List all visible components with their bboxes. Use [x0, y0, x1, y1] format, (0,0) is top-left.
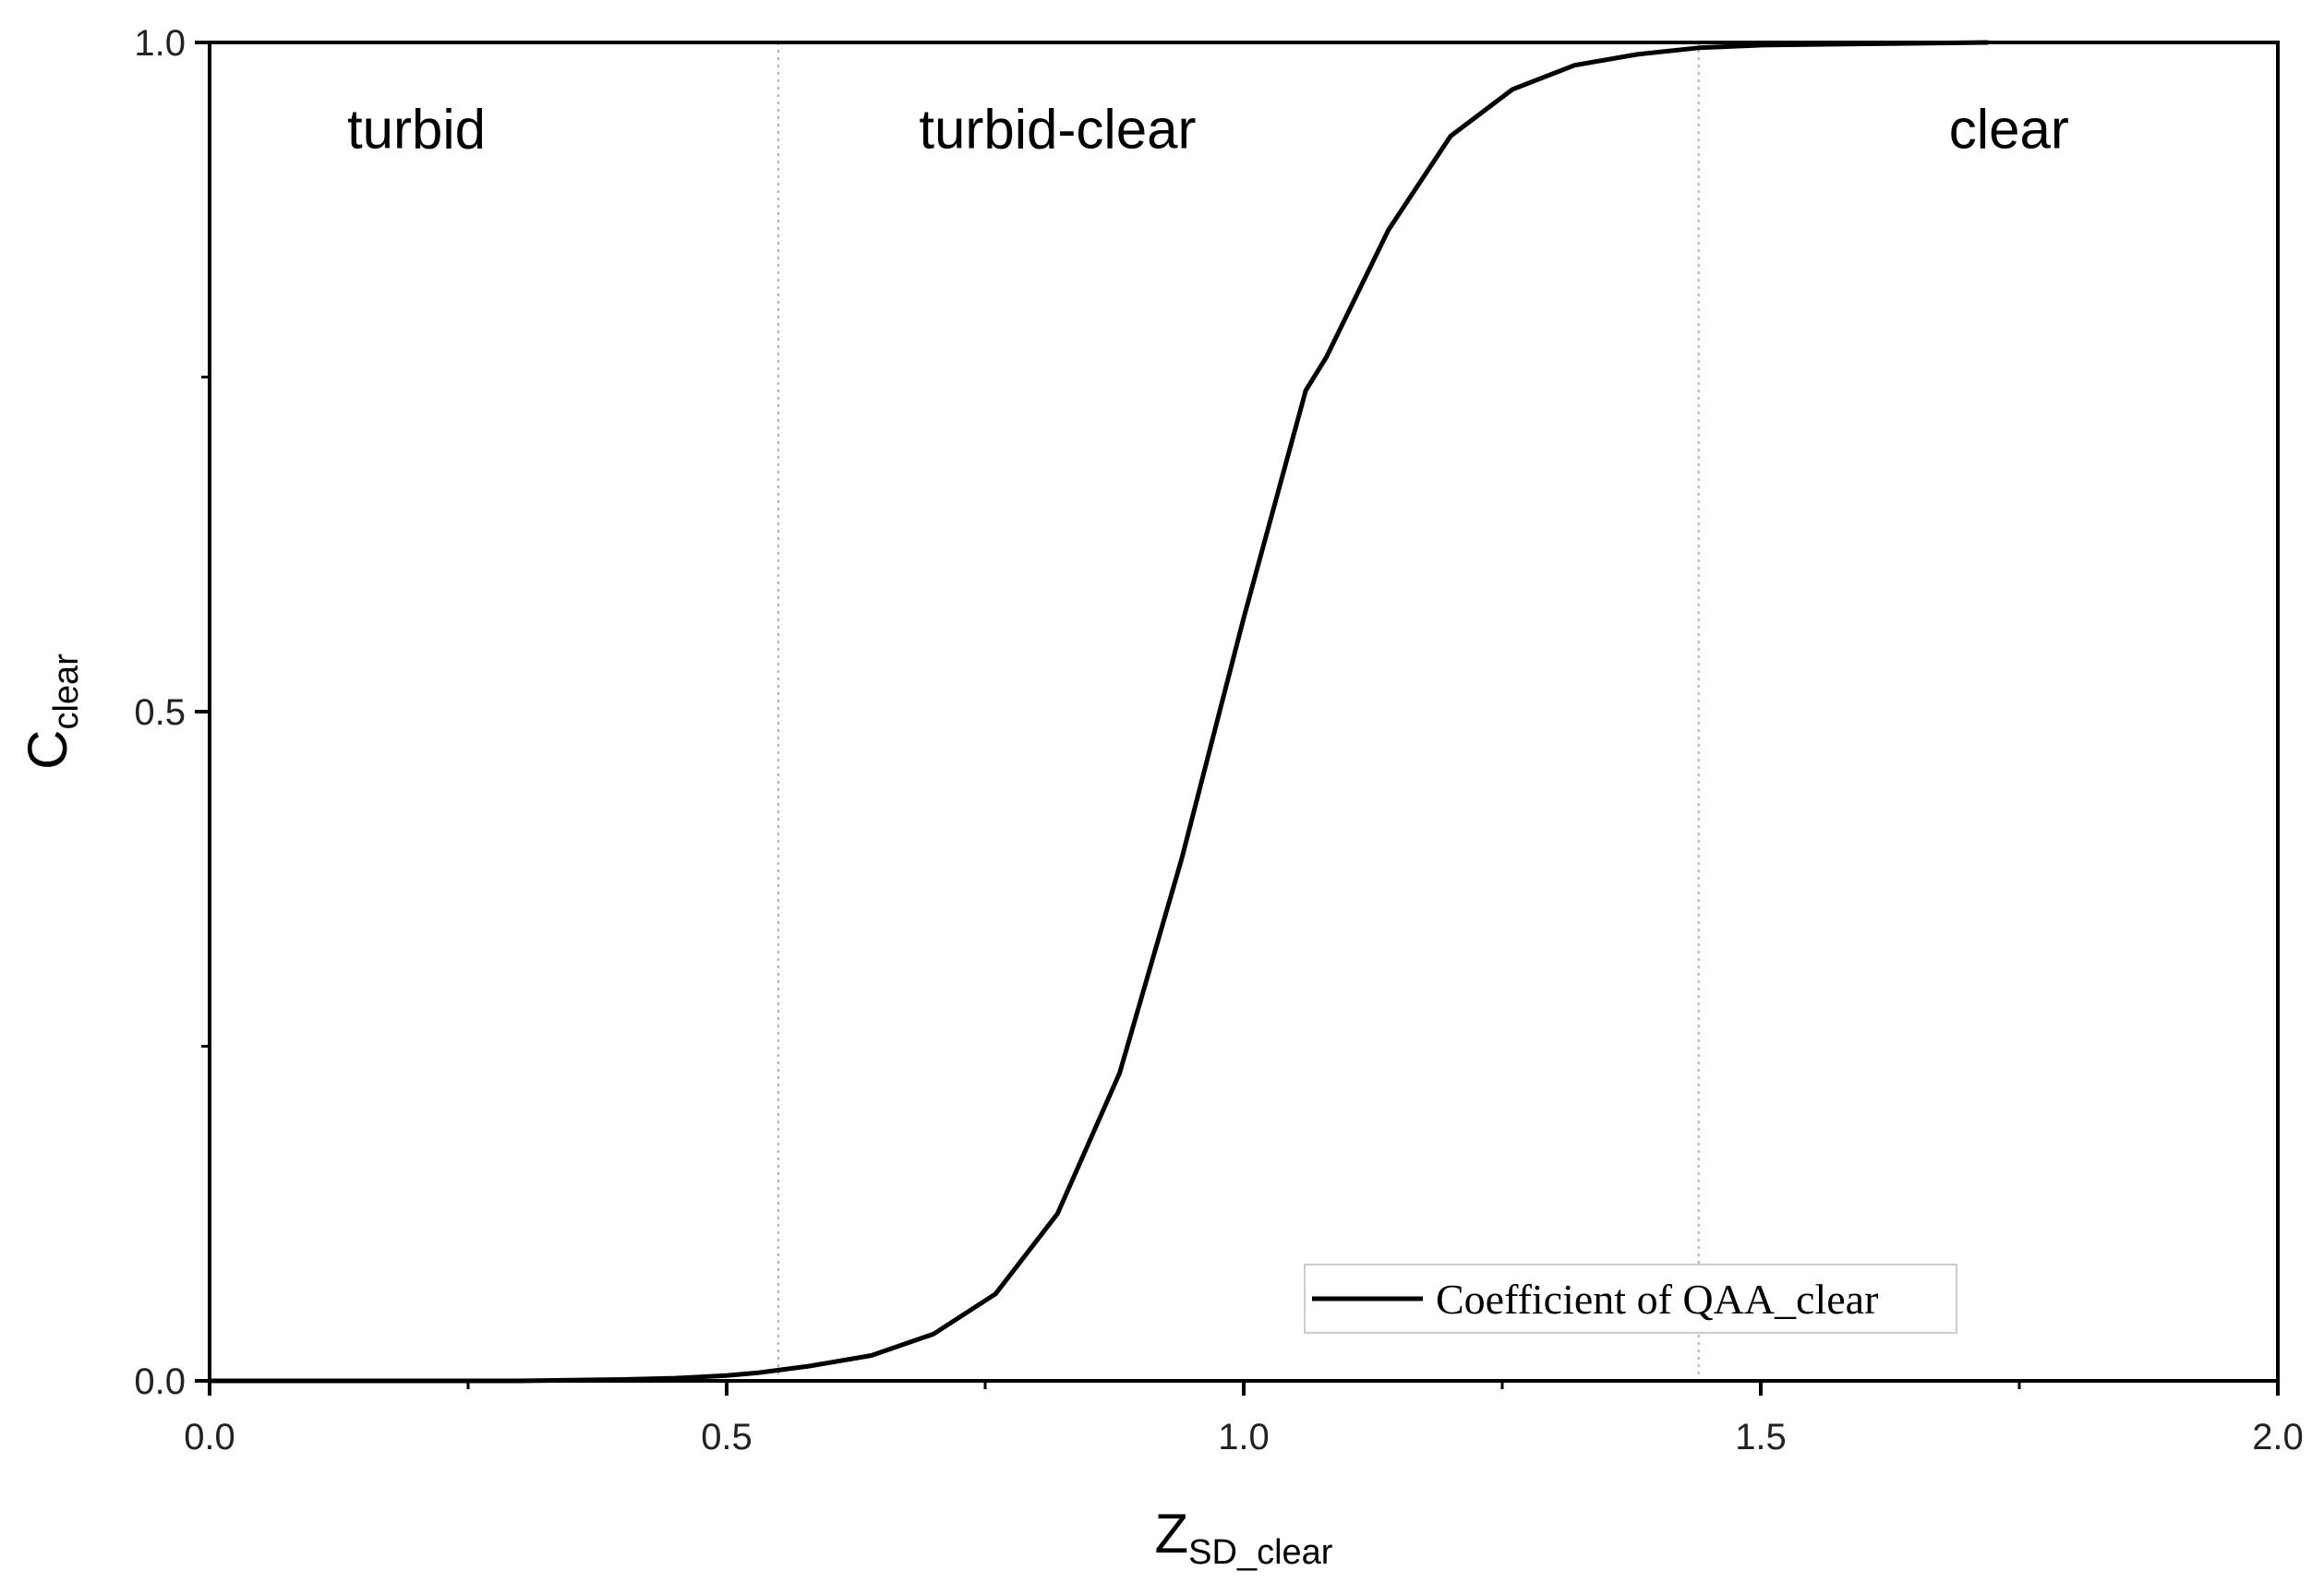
x-axis-title-main: Z: [1155, 1503, 1189, 1565]
x-axis-title: ZSD_clear: [1155, 1503, 1333, 1572]
legend-label: Coefficient of QAA_clear: [1436, 1276, 1878, 1323]
axis-ticks: 0.0 0.5 1.0 1.5 2.0 0.0 0.5 1.0: [134, 23, 2303, 1457]
y-axis-title-main: C: [17, 730, 78, 770]
region-labels: turbid turbid-clear clear: [347, 98, 2069, 160]
y-tick-label: 0.0: [134, 1361, 186, 1402]
x-tick-label: 0.5: [701, 1417, 753, 1457]
plot-frame: [208, 41, 2280, 1383]
legend: Coefficient of QAA_clear: [1304, 1264, 1957, 1334]
region-boundaries: [777, 42, 1700, 1381]
y-axis-title: Cclear: [17, 654, 86, 770]
region-label-0: turbid: [347, 98, 486, 160]
x-tick-label: 2.0: [2252, 1417, 2304, 1457]
series-layer: [210, 40, 1989, 1384]
x-tick-label: 1.0: [1218, 1417, 1270, 1457]
region-label-2: clear: [1949, 98, 2069, 160]
series-line-coefficient: [210, 40, 1989, 1384]
x-axis-title-subscript: SD_clear: [1188, 1533, 1333, 1572]
x-tick-label: 1.5: [1735, 1417, 1787, 1457]
y-axis-title-subscript: clear: [47, 654, 86, 730]
y-tick-label: 1.0: [134, 23, 186, 64]
region-label-1: turbid-clear: [919, 98, 1196, 160]
y-tick-label: 0.5: [134, 692, 186, 733]
x-tick-label: 0.0: [184, 1417, 235, 1457]
